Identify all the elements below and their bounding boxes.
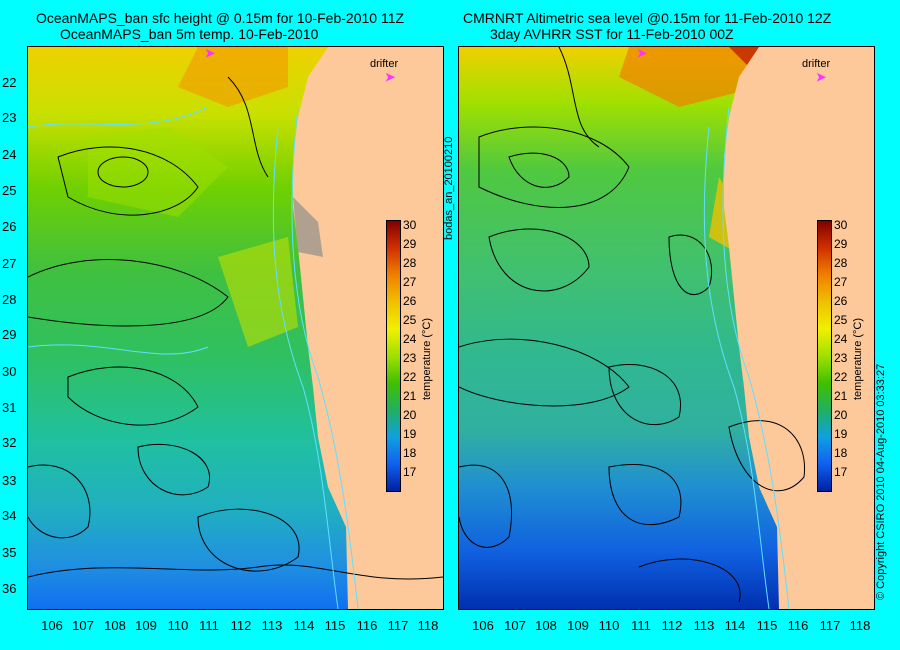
lon-label: 115 (324, 618, 346, 633)
lon-label: 115 (756, 618, 778, 633)
left-land (293, 47, 443, 609)
colorbar-tick: 22 (834, 370, 848, 384)
right-title-line1: CMRNRT Altimetric sea level @0.15m for 1… (463, 10, 832, 26)
colorbar-tick: 23 (834, 351, 848, 365)
colorbar-tick: 21 (403, 389, 417, 403)
colorbar-tick: 20 (834, 408, 848, 422)
lon-label: 118 (849, 618, 871, 633)
left-drifter-track: ➤ (205, 46, 216, 60)
lon-label: 108 (104, 618, 126, 633)
right-drifter-label: drifter (802, 58, 831, 70)
lon-label: 106 (41, 618, 63, 633)
lat-label: 29 (2, 327, 17, 342)
lat-label: 36 (2, 581, 17, 596)
lon-label: 116 (787, 618, 809, 633)
lon-label: 117 (387, 618, 409, 633)
copyright-label: © Copyright CSIRO 2010 04-Aug-2010 03:33… (875, 363, 887, 600)
left-title-line1: OceanMAPS_ban sfc height @ 0.15m for 10-… (36, 10, 405, 26)
colorbar-tick: 26 (403, 294, 417, 308)
colorbar-tick: 24 (403, 332, 417, 346)
right-map-panel (458, 46, 875, 610)
lat-label: 26 (2, 219, 17, 234)
colorbar-tick: 28 (403, 256, 417, 270)
lon-label: 118 (417, 618, 439, 633)
colorbar-tick: 21 (834, 389, 848, 403)
colorbar-tick: 27 (403, 275, 417, 289)
lon-label: 108 (535, 618, 557, 633)
colorbar-tick: 25 (834, 313, 848, 327)
lat-label: 32 (2, 435, 17, 450)
left-map-image (28, 47, 443, 609)
lat-label: 31 (2, 400, 17, 415)
left-map-panel (27, 46, 444, 610)
colorbar-tick: 29 (834, 237, 848, 251)
left-drifter-marker: ➤ (385, 70, 396, 84)
lon-label: 106 (472, 618, 494, 633)
lon-label: 114 (724, 618, 746, 633)
right-colorbar-label: temperature (°C) (852, 317, 864, 400)
colorbar-tick: 18 (834, 446, 848, 460)
lon-label: 110 (167, 618, 189, 633)
lon-label: 117 (819, 618, 841, 633)
lon-label: 112 (661, 618, 683, 633)
right-map-image (459, 47, 874, 609)
colorbar-tick: 20 (403, 408, 417, 422)
right-drifter-track: ➤ (637, 46, 648, 60)
lon-label: 111 (199, 618, 219, 633)
colorbar-tick: 19 (403, 427, 417, 441)
right-drifter-marker: ➤ (816, 70, 827, 84)
right-colorbar (817, 220, 832, 492)
colorbar-tick: 27 (834, 275, 848, 289)
lat-label: 27 (2, 256, 17, 271)
lon-label: 110 (598, 618, 620, 633)
colorbar-tick: 18 (403, 446, 417, 460)
lat-label: 23 (2, 110, 17, 125)
colorbar-tick: 17 (834, 465, 848, 479)
left-colorbar (386, 220, 401, 492)
lon-label: 107 (504, 618, 526, 633)
colorbar-tick: 19 (834, 427, 848, 441)
lat-label: 25 (2, 183, 17, 198)
colorbar-tick: 30 (403, 218, 417, 232)
lat-label: 30 (2, 364, 17, 379)
colorbar-tick: 26 (834, 294, 848, 308)
colorbar-tick: 17 (403, 465, 417, 479)
right-title-line2: 3day AVHRR SST for 11-Feb-2010 00Z (490, 26, 734, 42)
lon-label: 112 (230, 618, 252, 633)
right-land (724, 47, 874, 609)
lon-label: 107 (72, 618, 94, 633)
left-title-line2: OceanMAPS_ban 5m temp. 10-Feb-2010 (60, 26, 319, 42)
lon-label: 109 (567, 618, 589, 633)
center-vertical-label: bodas_an_20100210 (443, 136, 455, 240)
colorbar-tick: 28 (834, 256, 848, 270)
lat-label: 33 (2, 473, 17, 488)
lon-label: 111 (631, 618, 651, 633)
colorbar-tick: 22 (403, 370, 417, 384)
colorbar-tick: 25 (403, 313, 417, 327)
lon-label: 109 (135, 618, 157, 633)
colorbar-tick: 23 (403, 351, 417, 365)
lat-label: 28 (2, 292, 17, 307)
colorbar-tick: 30 (834, 218, 848, 232)
colorbar-tick: 24 (834, 332, 848, 346)
left-drifter-label: drifter (370, 58, 399, 70)
lon-label: 113 (693, 618, 715, 633)
lat-label: 35 (2, 545, 17, 560)
lon-label: 113 (261, 618, 283, 633)
lon-label: 114 (293, 618, 315, 633)
lat-label: 22 (2, 75, 17, 90)
lon-label: 116 (356, 618, 378, 633)
lat-label: 34 (2, 508, 17, 523)
colorbar-tick: 29 (403, 237, 417, 251)
left-colorbar-label: temperature (°C) (421, 317, 433, 400)
lat-label: 24 (2, 147, 17, 162)
